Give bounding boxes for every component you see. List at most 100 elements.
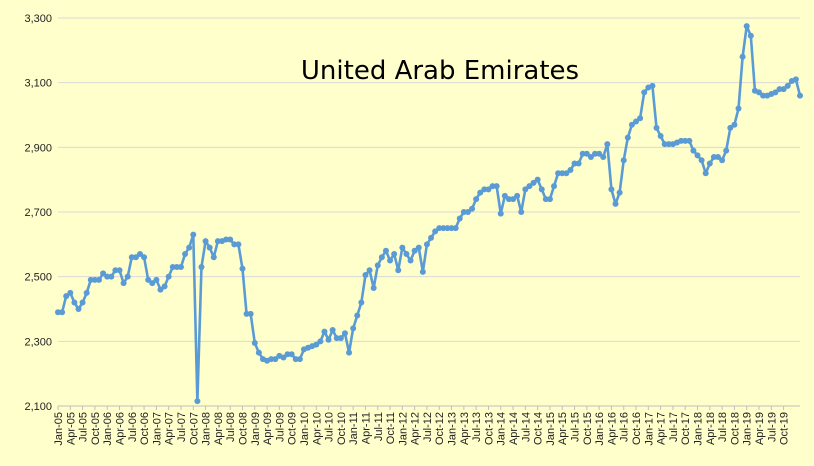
data-point — [436, 225, 443, 232]
data-point — [255, 349, 262, 356]
data-point — [604, 141, 611, 148]
data-point — [165, 273, 172, 280]
data-point — [350, 325, 357, 332]
data-point — [559, 170, 566, 177]
data-point — [391, 251, 398, 258]
data-point — [354, 312, 361, 319]
data-point — [87, 276, 94, 283]
data-point — [682, 137, 689, 144]
data-point — [518, 209, 525, 215]
data-point — [210, 254, 217, 261]
data-point — [223, 236, 230, 243]
x-tick-label: Jan-18 — [693, 412, 705, 446]
x-tick-label: Oct-06 — [139, 412, 151, 445]
data-point — [124, 273, 131, 280]
x-tick-label: Jan-13 — [447, 412, 459, 446]
data-point — [702, 170, 709, 177]
y-tick-label: 3,100 — [24, 78, 52, 90]
x-tick-label: Apr-14 — [508, 412, 520, 445]
data-point — [776, 86, 783, 93]
data-point — [358, 299, 365, 306]
data-point — [546, 196, 553, 203]
data-point — [415, 244, 422, 251]
data-point — [444, 225, 451, 232]
data-point — [325, 336, 332, 343]
x-tick-label: Jan-17 — [643, 412, 655, 446]
data-point — [464, 209, 471, 215]
data-point — [329, 327, 336, 334]
x-tick-label: Apr-17 — [656, 412, 668, 445]
x-tick-label: Oct-09 — [287, 412, 299, 445]
x-tick-label: Oct-11 — [385, 412, 397, 444]
x-tick-label: Jul-08 — [225, 412, 237, 442]
data-point — [473, 196, 480, 203]
data-point — [272, 356, 279, 363]
data-point — [268, 356, 275, 363]
data-point — [198, 263, 205, 270]
data-point — [657, 133, 664, 140]
x-tick-label: Jul-19 — [766, 412, 778, 442]
x-tick-label: Oct-07 — [188, 412, 200, 445]
data-point — [538, 186, 545, 193]
data-point — [370, 284, 377, 291]
data-point — [100, 270, 107, 277]
data-point — [83, 289, 90, 296]
data-point — [177, 263, 184, 270]
data-point — [514, 192, 521, 199]
data-point — [280, 354, 287, 361]
x-tick-label: Jan-12 — [397, 412, 409, 446]
data-point — [313, 341, 320, 348]
data-point — [747, 32, 754, 39]
data-point — [460, 209, 467, 215]
data-point — [432, 228, 439, 235]
data-point — [715, 154, 722, 161]
data-point — [346, 349, 353, 356]
data-point — [120, 280, 127, 287]
data-point — [698, 157, 705, 164]
data-point — [341, 330, 348, 337]
data-point — [128, 254, 135, 261]
data-point — [108, 273, 115, 280]
x-tick-label: Jul-18 — [717, 412, 729, 442]
data-point — [206, 244, 213, 251]
x-tick-label: Jan-11 — [348, 412, 360, 445]
data-point — [797, 92, 803, 99]
x-tick-label: Apr-18 — [705, 412, 717, 445]
data-point — [743, 23, 750, 30]
x-tick-label: Apr-09 — [262, 412, 274, 445]
data-point — [149, 280, 156, 287]
x-tick-label: Jul-14 — [520, 412, 532, 442]
data-point — [497, 210, 504, 217]
y-tick-label: 2,100 — [24, 401, 52, 413]
data-point — [214, 238, 221, 245]
data-point — [79, 299, 86, 306]
x-tick-label: Oct-19 — [779, 412, 791, 445]
x-tick-label: Apr-10 — [311, 412, 323, 445]
data-point — [526, 183, 533, 190]
data-point — [395, 267, 402, 274]
data-point — [251, 339, 258, 346]
data-point — [104, 273, 111, 280]
data-point — [653, 124, 660, 131]
data-point — [530, 179, 537, 186]
data-point — [469, 205, 476, 212]
data-point — [505, 196, 512, 203]
data-point — [760, 92, 767, 99]
data-point — [710, 154, 717, 161]
data-point — [481, 186, 488, 193]
x-tick-label: Jan-07 — [151, 412, 163, 446]
y-tick-label: 2,900 — [24, 142, 52, 154]
data-point — [419, 268, 426, 275]
data-point — [600, 154, 607, 161]
data-point — [132, 254, 139, 261]
data-point — [411, 247, 418, 254]
x-tick-label: Jul-13 — [471, 412, 483, 442]
data-point — [563, 170, 570, 177]
data-point — [112, 267, 119, 274]
x-tick-label: Jul-17 — [668, 412, 680, 442]
data-point — [362, 272, 369, 279]
x-tick-label: Oct-16 — [631, 412, 643, 445]
data-point — [202, 238, 209, 245]
x-tick-label: Jan-05 — [53, 412, 65, 446]
data-point — [489, 183, 496, 190]
